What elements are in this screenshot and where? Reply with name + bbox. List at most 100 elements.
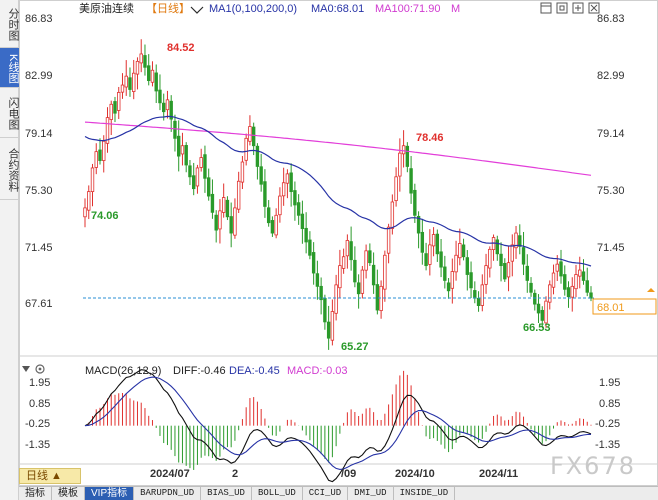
candle-down (158, 89, 162, 104)
candle-down (270, 220, 275, 234)
candle-up (139, 53, 143, 64)
macd-axis-label: -0.25 (25, 418, 50, 430)
candle-up (341, 256, 346, 269)
candle-up (555, 263, 559, 272)
price-label-left: 67.61 (25, 298, 53, 310)
candle-down (173, 120, 177, 139)
price-label-left: 75.30 (25, 185, 53, 197)
candle-down (405, 145, 410, 167)
candle-down (518, 235, 522, 247)
macd-diff-line (84, 369, 592, 483)
candle-up (364, 250, 368, 271)
candle-up (578, 269, 582, 277)
maximize-icon[interactable] (540, 2, 552, 14)
price-label-right: 86.83 (597, 13, 625, 25)
candle-down (266, 207, 271, 224)
macd-params: MACD(26,12,9) (85, 365, 161, 377)
candle-down (375, 284, 380, 311)
triangle-down-icon (22, 366, 30, 372)
macd-axis: 1.95 0.85 -0.25 -1.35 1.95 0.85 -0.25 -1… (25, 377, 620, 451)
tab-inside[interactable]: INSIDE_UD (394, 486, 456, 500)
candle-down (476, 297, 481, 306)
settings-icon[interactable] (35, 364, 45, 374)
candle-down (349, 241, 353, 261)
tab-bias[interactable]: BIAS_UD (201, 486, 252, 500)
candle-up (334, 284, 338, 314)
candle-up (281, 182, 286, 197)
candle-up (90, 167, 95, 192)
candle-up (221, 197, 226, 213)
candle-down (581, 271, 586, 281)
indicator-tab-bar: 指标 模板 VIP指标 BARUPDN_UD BIAS_UD BOLL_UD C… (19, 486, 658, 500)
time-label: 2024/11 (479, 468, 518, 480)
candle-down (203, 154, 207, 179)
arrow-up-icon (647, 288, 655, 292)
tab-contract-info[interactable]: 合约资料 (0, 138, 19, 200)
ma-blue-line (84, 115, 592, 267)
candle-up (428, 244, 432, 265)
last-price-value: 68.01 (597, 302, 625, 314)
candle-up (236, 180, 241, 210)
instrument-name: 美原油连续 (79, 1, 134, 15)
candle-up (330, 311, 335, 341)
candle-down (443, 266, 447, 281)
candle-up (514, 232, 518, 249)
tab-kline[interactable]: K线图 (0, 48, 19, 88)
candle-up (135, 60, 140, 75)
tab-barupdn[interactable]: BARUPDN_UD (134, 486, 202, 500)
candle-down (416, 215, 421, 234)
tab-dmi[interactable]: DMI_UD (348, 486, 394, 500)
price-label-right: 82.99 (597, 70, 625, 82)
candle-up (87, 191, 91, 211)
candle-up (83, 207, 87, 218)
candle-up (390, 201, 395, 229)
tab-cci[interactable]: CCI_UD (303, 486, 349, 500)
period-label[interactable]: 【日线】 (146, 1, 190, 15)
candle-up (401, 145, 406, 155)
price-label-left: 82.99 (25, 70, 53, 82)
close-icon[interactable] (588, 2, 600, 14)
zoom-in-icon[interactable] (572, 2, 584, 14)
candle-down (326, 321, 331, 339)
candle-down (356, 282, 361, 295)
candle-down (300, 213, 305, 230)
candle-up (109, 103, 113, 120)
candle-down (225, 199, 230, 218)
chart-canvas[interactable]: 美原油连续 【日线】 MA1(0,100,200,0) MA0:68.01 MA… (19, 0, 658, 486)
candle-up (570, 285, 574, 298)
candle-down (536, 303, 541, 314)
candle-up (458, 243, 462, 259)
candle-down (304, 227, 308, 243)
candle-up (488, 248, 492, 269)
candle-up (386, 226, 391, 254)
restore-icon[interactable] (556, 2, 568, 14)
candle-down (214, 214, 218, 231)
candle-down (229, 216, 233, 234)
candle-down (177, 135, 181, 157)
tab-vip-indicators[interactable]: VIP指标 (85, 486, 135, 500)
tab-timeshare[interactable]: 分时图 (0, 0, 19, 48)
last-price-tag: 68.01 (592, 288, 657, 315)
period-selector-button[interactable]: 日线 ▲ (19, 468, 81, 484)
price-label-left: 79.14 (25, 128, 53, 140)
price-label-left: 71.45 (25, 242, 53, 254)
annotation-low: 65.27 (341, 341, 369, 353)
candle-up (544, 300, 548, 324)
candle-up (240, 161, 245, 183)
candle-down (371, 264, 376, 286)
macd-diff: DIFF:-0.46 (173, 365, 226, 377)
candle-up (180, 145, 185, 155)
tab-flash-chart[interactable]: 闪电图 (0, 88, 19, 138)
tab-indicators[interactable]: 指标 (19, 486, 52, 500)
candle-up (506, 262, 511, 278)
candle-up (454, 254, 458, 273)
tab-boll[interactable]: BOLL_UD (252, 486, 303, 500)
candle-down (206, 177, 211, 197)
annotation-high: 84.52 (167, 42, 195, 54)
candle-down (323, 297, 327, 323)
candle-up (574, 274, 578, 290)
chevron-down-icon[interactable] (190, 6, 204, 14)
ma0-value: MA0:68.01 (311, 3, 364, 15)
tab-templates[interactable]: 模板 (52, 486, 85, 500)
time-label: 2 (232, 468, 238, 480)
